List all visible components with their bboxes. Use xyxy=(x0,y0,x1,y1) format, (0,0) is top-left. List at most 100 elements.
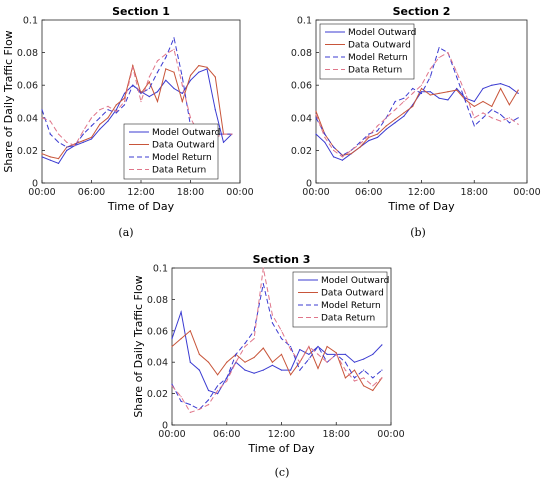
data-point-model-return xyxy=(308,358,310,360)
data-point-model-outward xyxy=(66,149,68,151)
data-point-model-return xyxy=(473,125,475,127)
data-point-data-return xyxy=(376,125,379,127)
data-point-model-outward xyxy=(280,369,283,371)
data-point-model-outward xyxy=(363,358,365,360)
data-point-data-outward xyxy=(90,136,93,138)
data-point-model-outward xyxy=(180,311,182,313)
data-point-model-outward xyxy=(90,138,93,140)
data-point-data-return xyxy=(82,130,84,132)
data-point-model-outward xyxy=(482,87,484,90)
x-tick-label: 06:00 xyxy=(355,187,382,198)
data-point-model-return xyxy=(41,109,43,111)
data-point-model-return xyxy=(420,92,423,94)
x-tick-label: 18:00 xyxy=(177,187,204,198)
data-point-model-outward xyxy=(99,128,101,130)
data-point-data-return xyxy=(231,133,233,135)
data-point-data-return xyxy=(372,385,374,387)
data-point-model-return xyxy=(115,112,117,114)
data-point-data-return xyxy=(171,385,173,387)
data-point-data-return xyxy=(482,112,484,114)
data-point-data-outward xyxy=(412,105,414,107)
data-point-model-outward xyxy=(420,91,423,93)
data-point-data-outward xyxy=(473,105,475,107)
data-point-model-outward xyxy=(473,100,475,103)
data-point-model-outward xyxy=(508,86,510,88)
data-point-model-return xyxy=(508,122,510,124)
data-point-data-return xyxy=(165,53,167,55)
data-point-model-return xyxy=(290,345,292,348)
data-point-data-return xyxy=(350,149,352,151)
legend-label: Model Outward xyxy=(321,276,389,286)
legend-label: Data Outward xyxy=(321,289,384,299)
data-point-model-outward xyxy=(376,136,379,138)
data-point-data-outward xyxy=(429,94,431,96)
data-point-model-return xyxy=(156,71,159,73)
y-tick-label: 0.02 xyxy=(17,146,38,157)
y-axis-label: Share of Daily Traffic Flow xyxy=(2,30,15,172)
y-axis-label: Share of Daily Traffic Flow xyxy=(132,275,145,417)
data-point-data-return xyxy=(456,71,458,73)
series-line-model-return xyxy=(315,46,519,156)
data-point-data-outward xyxy=(280,353,283,355)
data-point-data-return xyxy=(317,353,319,355)
data-point-model-return xyxy=(456,76,458,78)
data-point-data-outward xyxy=(317,367,319,370)
x-tick-label: 00:00 xyxy=(28,187,55,198)
y-tick-label: 0 xyxy=(306,179,312,190)
data-point-model-return xyxy=(517,117,519,119)
chart-panel-b: Section 200:00 06:00 12:00 18:00 00:0000.020… xyxy=(291,5,541,239)
data-point-model-outward xyxy=(217,393,219,395)
data-point-model-outward xyxy=(214,109,216,111)
chart-title: Section 2 xyxy=(393,5,451,18)
data-point-data-outward xyxy=(315,110,317,112)
legend-label: Model Return xyxy=(321,301,381,311)
data-point-data-outward xyxy=(438,92,440,94)
data-point-model-outward xyxy=(438,97,440,99)
data-point-model-return xyxy=(482,117,484,119)
y-tick-label: 0 xyxy=(162,421,168,432)
data-point-data-return xyxy=(500,120,502,122)
data-point-model-outward xyxy=(189,79,192,81)
data-point-data-outward xyxy=(372,389,374,392)
data-point-model-return xyxy=(317,345,319,348)
data-point-data-outward xyxy=(394,118,396,120)
data-point-model-outward xyxy=(326,353,328,355)
data-point-model-return xyxy=(123,104,126,106)
data-point-model-return xyxy=(412,87,414,90)
data-point-model-return xyxy=(394,100,396,103)
data-point-model-outward xyxy=(333,156,335,158)
data-point-model-return xyxy=(107,109,109,111)
data-point-model-outward xyxy=(299,349,301,351)
data-point-model-return xyxy=(66,146,68,148)
data-point-model-return xyxy=(82,133,84,135)
chart-title: Section 1 xyxy=(112,5,170,18)
x-tick-label: 12:00 xyxy=(268,429,295,440)
data-point-data-return xyxy=(148,76,150,78)
data-point-data-return xyxy=(181,84,183,86)
x-tick-label: 18:00 xyxy=(323,429,350,440)
data-point-data-return xyxy=(49,120,51,122)
data-point-data-outward xyxy=(359,146,361,148)
data-point-data-return xyxy=(244,345,246,348)
data-point-model-outward xyxy=(394,122,396,124)
data-point-model-outward xyxy=(156,91,159,93)
data-point-data-return xyxy=(132,66,134,68)
data-point-data-outward xyxy=(253,356,255,359)
data-point-model-return xyxy=(324,133,326,135)
data-point-data-return xyxy=(344,369,346,371)
data-point-model-return xyxy=(226,377,228,379)
data-point-data-outward xyxy=(115,104,117,106)
data-point-data-return xyxy=(363,377,365,379)
y-tick-label: 0.08 xyxy=(17,48,38,59)
data-point-data-return xyxy=(198,408,200,410)
y-tick-label: 0.04 xyxy=(147,358,168,369)
data-point-model-outward xyxy=(206,68,208,70)
data-point-model-outward xyxy=(456,87,458,90)
data-point-model-outward xyxy=(262,369,264,371)
data-point-data-outward xyxy=(244,361,246,363)
data-point-data-return xyxy=(207,404,210,406)
data-point-model-return xyxy=(353,377,356,379)
series-line-model-return xyxy=(171,283,383,410)
data-point-data-return xyxy=(315,113,317,116)
legend-label: Data Outward xyxy=(348,41,411,51)
